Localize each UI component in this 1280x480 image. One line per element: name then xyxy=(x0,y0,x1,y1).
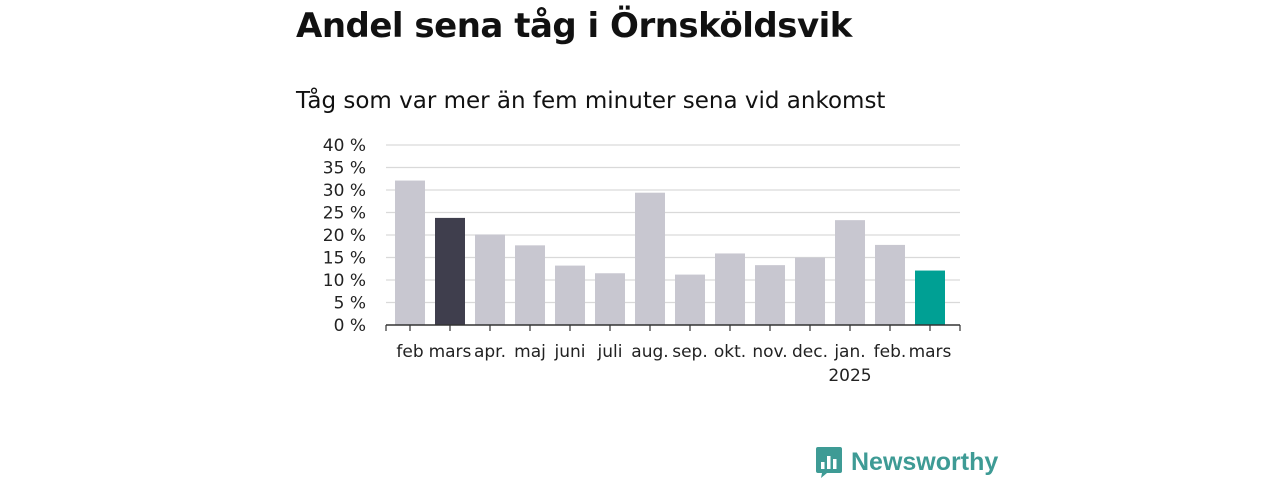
y-tick-label: 40 % xyxy=(323,136,366,156)
x-tick-label: sep. xyxy=(672,342,708,362)
x-tick-label: juni xyxy=(554,342,586,362)
brand-name: Newsworthy xyxy=(851,447,999,476)
gridlines xyxy=(386,144,960,304)
x-tick-label: mars xyxy=(429,342,472,362)
y-tick-label: 15 % xyxy=(323,249,366,269)
x-tick-label: okt. xyxy=(714,342,746,362)
y-tick-label: 5 % xyxy=(334,294,366,314)
chart-title: Andel sena tåg i Örnsköldsvik xyxy=(296,6,852,46)
x-tick-label: feb. xyxy=(874,342,907,362)
x-tick-label: jan. xyxy=(833,342,865,362)
y-tick-label: 20 % xyxy=(323,226,366,246)
bar xyxy=(675,274,705,325)
x-tick-label: maj xyxy=(514,342,546,362)
x-tick-label: nov. xyxy=(752,342,787,362)
bar xyxy=(795,257,825,325)
x-tick-label: mars xyxy=(909,342,952,362)
y-tick-label: 10 % xyxy=(323,271,366,291)
x-tick-label: dec. xyxy=(792,342,828,362)
x-tick-label: juli xyxy=(597,342,623,362)
x-year-label: 2025 xyxy=(828,366,871,386)
bar xyxy=(875,244,905,325)
x-tick-label: aug. xyxy=(631,342,668,362)
x-tick-label: feb xyxy=(396,342,423,362)
bar xyxy=(595,273,625,325)
bar xyxy=(475,234,505,325)
bar xyxy=(755,265,785,325)
bar xyxy=(555,265,585,325)
bar xyxy=(715,253,745,325)
x-axis-tick-labels: feb mars apr. maj juni juli aug. sep. okt. nov. de… xyxy=(396,342,951,386)
x-tick-label: apr. xyxy=(474,342,506,362)
x-axis xyxy=(385,324,961,331)
bar xyxy=(915,270,945,325)
bars xyxy=(395,180,945,325)
y-tick-label: 25 % xyxy=(323,204,366,224)
y-tick-label: 0 % xyxy=(334,316,366,336)
bar xyxy=(435,217,465,325)
bar-chart-speech-bubble-icon xyxy=(816,447,842,478)
chart-subtitle: Tåg som var mer än fem minuter sena vid … xyxy=(296,88,886,114)
y-tick-label: 35 % xyxy=(323,159,366,179)
bar xyxy=(835,220,865,325)
y-tick-label: 30 % xyxy=(323,181,366,201)
y-axis-tick-labels: 0 %5 % 10 %15 % 20 %25 % 30 %35 % 40 % xyxy=(323,136,366,336)
bar xyxy=(635,192,665,325)
bar xyxy=(515,245,545,325)
bar xyxy=(395,180,425,325)
newsworthy-logo: Newsworthy xyxy=(815,446,998,478)
